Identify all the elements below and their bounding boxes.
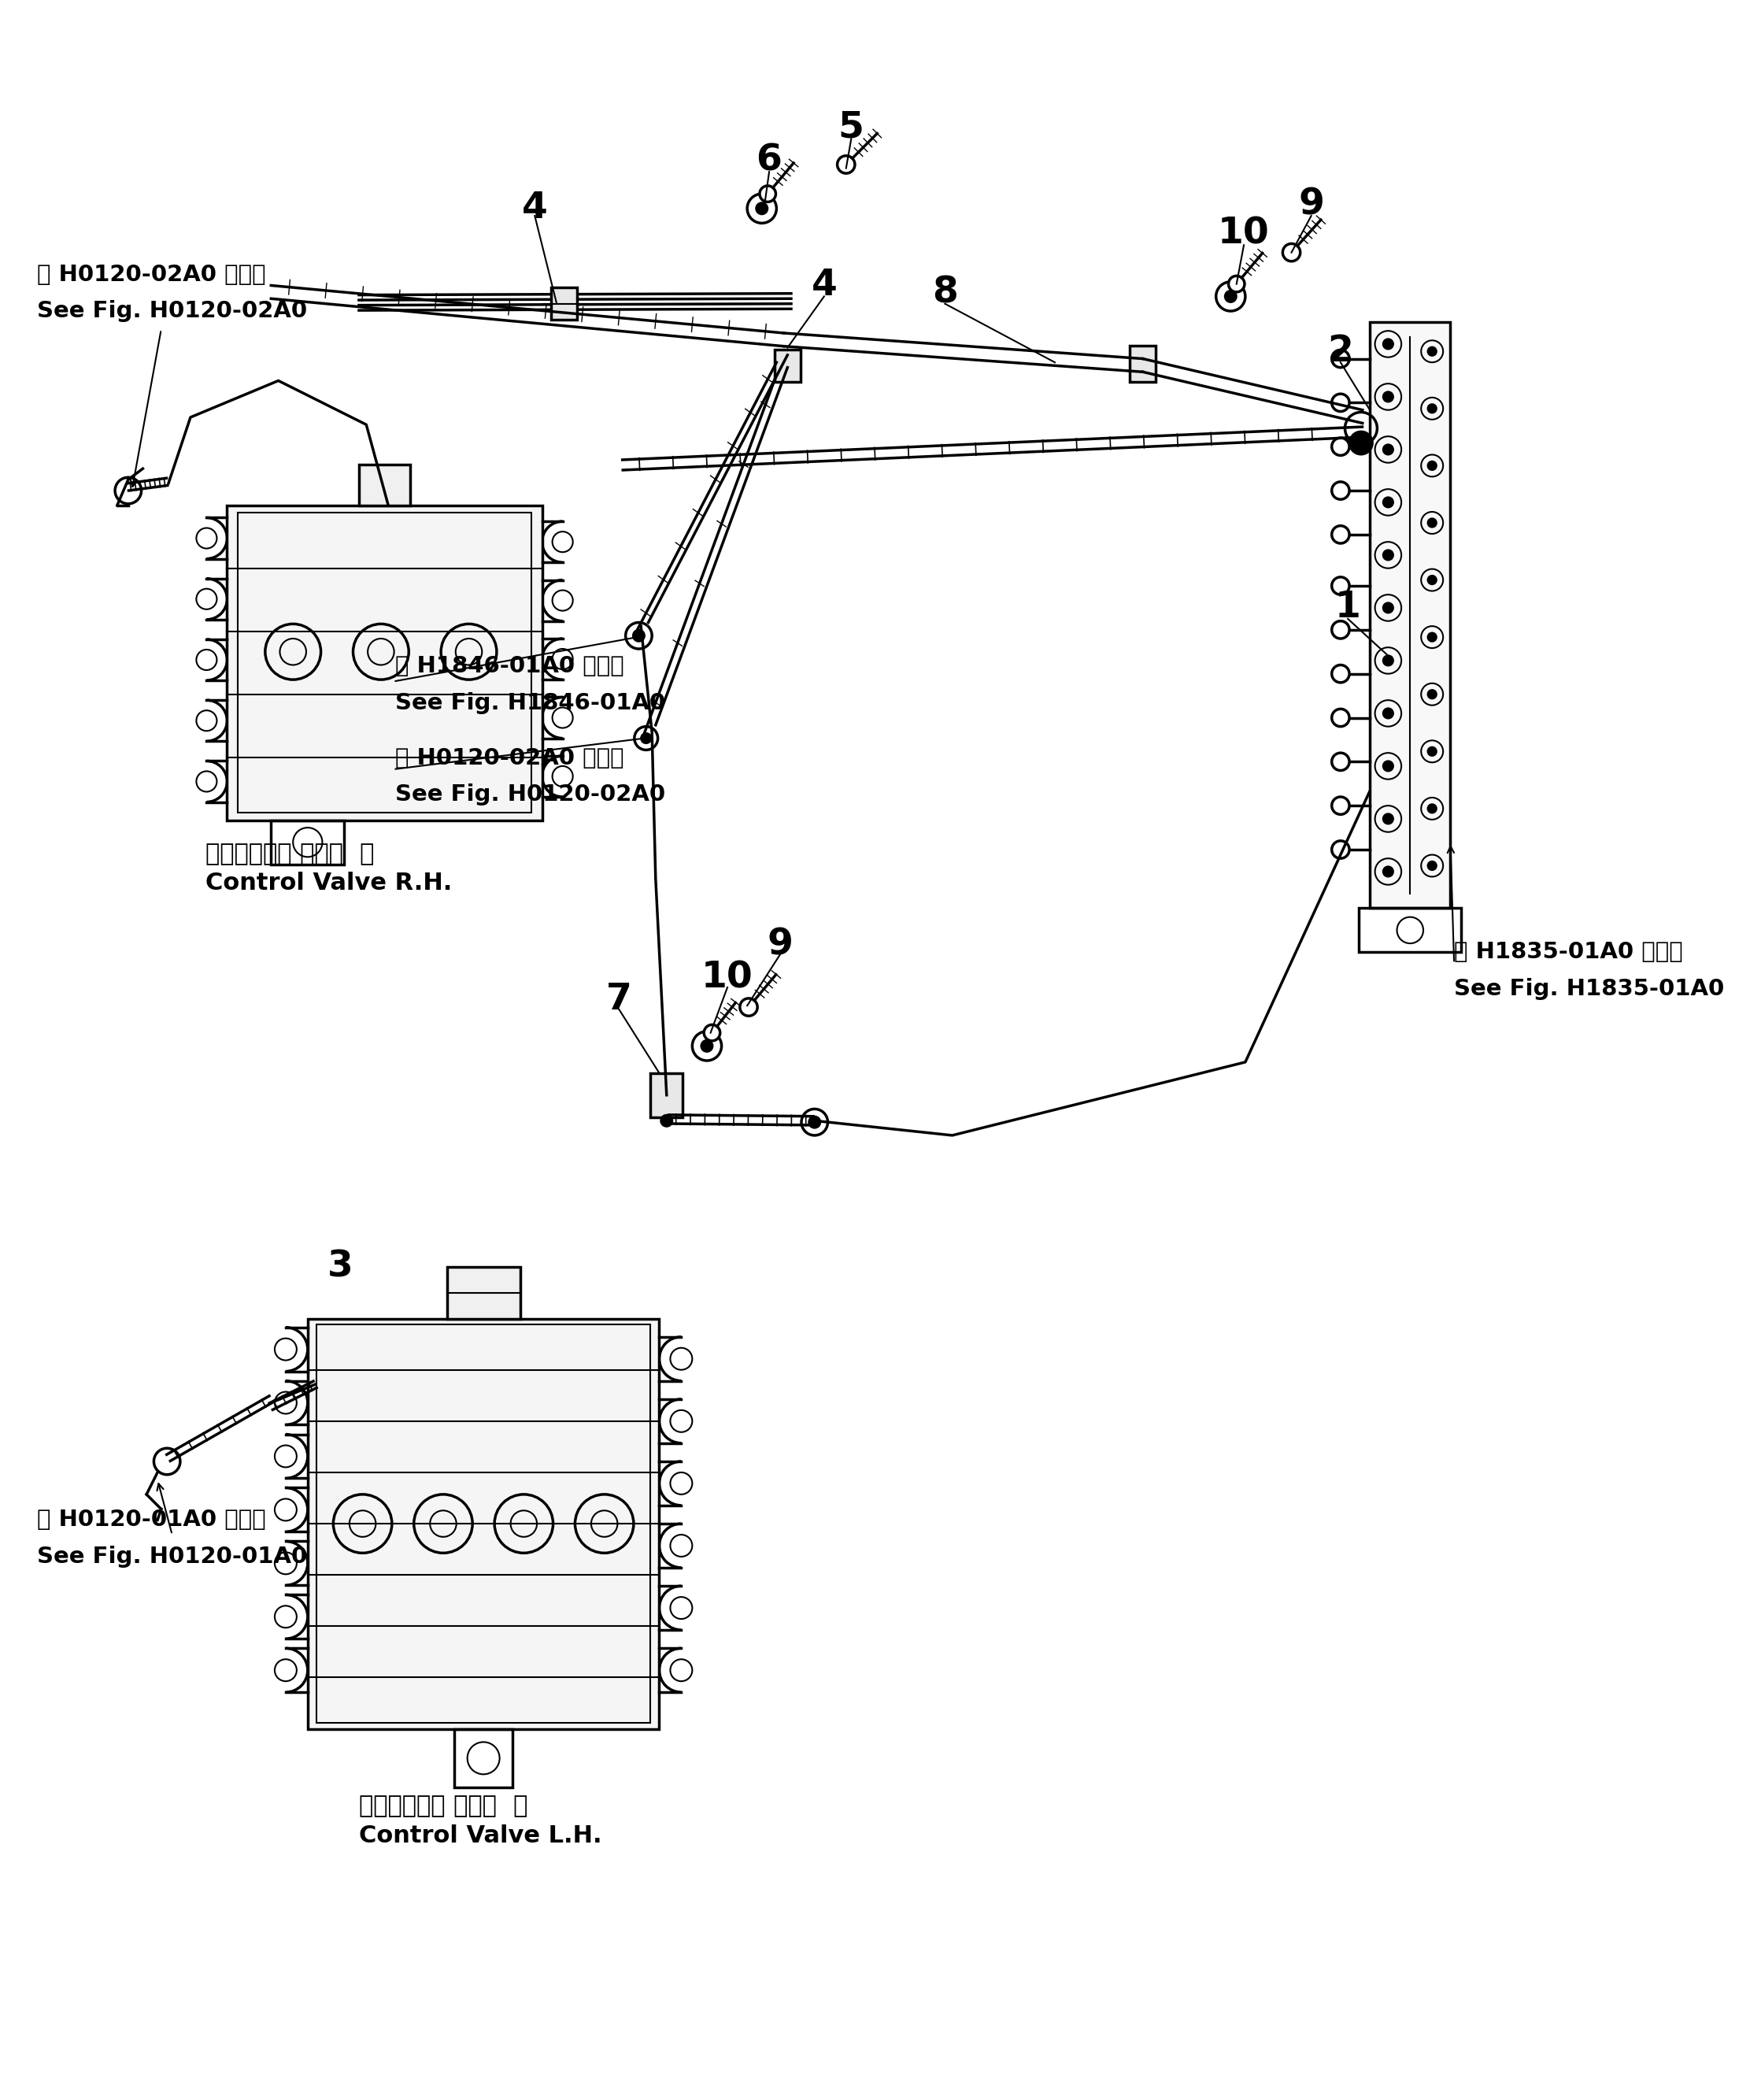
Text: Control Valve R.H.: Control Valve R.H. <box>205 871 452 895</box>
Circle shape <box>1332 525 1349 544</box>
Circle shape <box>1228 275 1244 292</box>
Text: 8: 8 <box>933 275 957 311</box>
Circle shape <box>836 155 854 174</box>
Circle shape <box>1332 666 1349 682</box>
Text: See Fig. H0120-02A0: See Fig. H0120-02A0 <box>37 300 306 321</box>
Text: 2: 2 <box>1328 334 1353 370</box>
Bar <box>551 288 578 319</box>
Circle shape <box>1332 578 1349 594</box>
Circle shape <box>1428 346 1437 355</box>
Circle shape <box>1382 603 1393 613</box>
Text: コントロール バルブ  左: コントロール バルブ 左 <box>359 1796 528 1819</box>
Bar <box>446 1266 520 1319</box>
Circle shape <box>1382 813 1393 823</box>
Circle shape <box>1428 632 1437 640</box>
Circle shape <box>1382 655 1393 666</box>
Text: 3: 3 <box>327 1250 354 1285</box>
Circle shape <box>1332 622 1349 638</box>
Circle shape <box>1332 796 1349 815</box>
Circle shape <box>1428 861 1437 869</box>
Circle shape <box>1428 804 1437 813</box>
Circle shape <box>693 1031 721 1060</box>
Circle shape <box>756 202 768 214</box>
Text: 4: 4 <box>522 191 548 227</box>
Bar <box>271 821 345 865</box>
Text: 第 H1835-01A0 図参照: 第 H1835-01A0 図参照 <box>1454 941 1683 964</box>
Circle shape <box>1332 481 1349 500</box>
Circle shape <box>1428 403 1437 414</box>
Circle shape <box>808 1117 821 1128</box>
Text: 第 H0120-02A0 図参照: 第 H0120-02A0 図参照 <box>37 262 266 286</box>
Text: 10: 10 <box>1218 216 1270 252</box>
Bar <box>317 1325 651 1722</box>
Circle shape <box>1332 351 1349 368</box>
Circle shape <box>1332 754 1349 771</box>
Text: See Fig. H0120-02A0: See Fig. H0120-02A0 <box>396 783 665 806</box>
Text: コントロール バルブ  右: コントロール バルブ 右 <box>205 842 374 865</box>
Circle shape <box>1332 437 1349 456</box>
Circle shape <box>1382 445 1393 456</box>
Bar <box>308 1319 660 1728</box>
Circle shape <box>1428 691 1437 699</box>
Circle shape <box>1216 281 1246 311</box>
Bar <box>1370 321 1451 907</box>
Circle shape <box>1332 710 1349 727</box>
Circle shape <box>747 193 777 223</box>
Circle shape <box>634 630 644 641</box>
Bar <box>651 1073 682 1117</box>
Circle shape <box>1382 867 1393 876</box>
Text: 4: 4 <box>812 267 836 302</box>
Circle shape <box>1382 760 1393 771</box>
Circle shape <box>1428 748 1437 756</box>
Circle shape <box>1382 550 1393 561</box>
Circle shape <box>1428 575 1437 584</box>
Bar <box>228 506 542 821</box>
Bar <box>1129 346 1157 382</box>
Text: See Fig. H1846-01A0: See Fig. H1846-01A0 <box>396 693 665 714</box>
Text: See Fig. H0120-01A0: See Fig. H0120-01A0 <box>37 1546 306 1569</box>
Circle shape <box>1382 708 1393 718</box>
Circle shape <box>1225 290 1237 302</box>
Circle shape <box>662 1115 672 1126</box>
Circle shape <box>1428 519 1437 527</box>
Bar <box>1358 907 1461 951</box>
Text: 1: 1 <box>1335 590 1362 626</box>
Bar <box>359 464 410 506</box>
Bar <box>774 351 802 382</box>
Text: 5: 5 <box>838 109 864 145</box>
Circle shape <box>704 1025 719 1042</box>
Text: 第 H0120-01A0 図参照: 第 H0120-01A0 図参照 <box>37 1510 266 1531</box>
Text: 7: 7 <box>605 983 632 1019</box>
Text: 9: 9 <box>766 926 793 962</box>
Text: 6: 6 <box>756 143 782 179</box>
Circle shape <box>1382 393 1393 401</box>
Circle shape <box>1332 840 1349 859</box>
Text: Control Valve L.H.: Control Valve L.H. <box>359 1825 602 1846</box>
Circle shape <box>1382 498 1393 508</box>
Circle shape <box>1283 244 1300 260</box>
Circle shape <box>1332 395 1349 412</box>
Circle shape <box>760 185 775 202</box>
Circle shape <box>1382 338 1393 349</box>
Bar <box>238 512 530 813</box>
Circle shape <box>740 998 758 1016</box>
Text: 10: 10 <box>702 960 752 995</box>
Circle shape <box>640 733 651 743</box>
Circle shape <box>702 1040 712 1052</box>
Circle shape <box>1428 462 1437 470</box>
Text: See Fig. H1835-01A0: See Fig. H1835-01A0 <box>1454 979 1724 1000</box>
Circle shape <box>1349 431 1372 456</box>
Bar <box>455 1728 513 1787</box>
Text: 第 H1846-01A0 図参照: 第 H1846-01A0 図参照 <box>396 655 625 678</box>
Text: 9: 9 <box>1298 187 1325 223</box>
Text: 第 H0120-02A0 図参照: 第 H0120-02A0 図参照 <box>396 748 625 769</box>
